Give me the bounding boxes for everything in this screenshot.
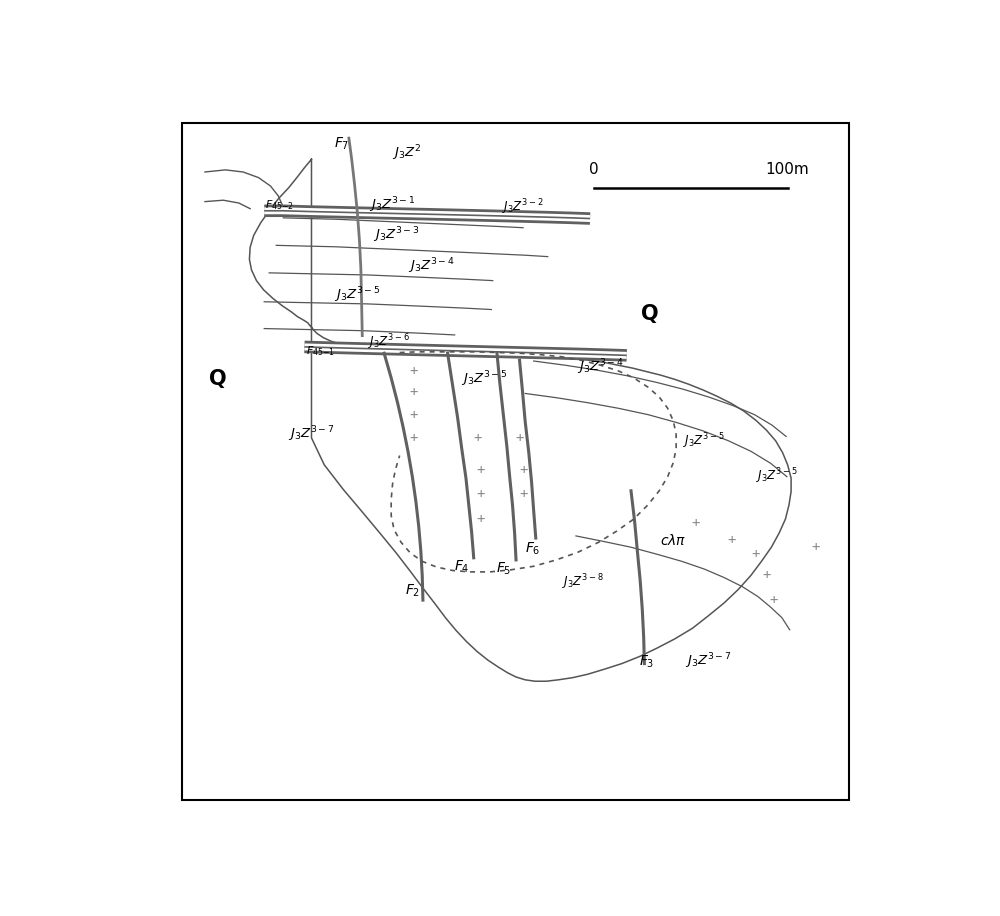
Text: 0: 0 (589, 162, 598, 177)
Text: +: + (515, 431, 524, 445)
Text: Q: Q (209, 369, 226, 389)
Text: Q: Q (641, 304, 659, 324)
Text: +: + (692, 516, 700, 529)
Text: $c\lambda\pi$: $c\lambda\pi$ (660, 533, 686, 548)
Text: $J_3Z^{3-5}$: $J_3Z^{3-5}$ (756, 467, 798, 486)
Text: +: + (477, 487, 485, 501)
Text: $J_3Z^{3-3}$: $J_3Z^{3-3}$ (373, 225, 419, 245)
Text: $J_3Z^{3-6}$: $J_3Z^{3-6}$ (368, 333, 410, 353)
Text: $J_3Z^{3-5}$: $J_3Z^{3-5}$ (334, 285, 381, 304)
Text: $J_3Z^2$: $J_3Z^2$ (392, 144, 421, 163)
Text: $F_{45\mathsf{-}1}$: $F_{45\mathsf{-}1}$ (306, 344, 335, 358)
Text: +: + (410, 364, 418, 378)
Text: +: + (410, 431, 418, 445)
Text: +: + (769, 594, 778, 607)
Text: $F_2$: $F_2$ (405, 583, 420, 599)
Text: $J_3Z^{3-8}$: $J_3Z^{3-8}$ (562, 572, 604, 593)
Text: +: + (752, 547, 760, 562)
Text: +: + (477, 463, 485, 476)
Text: +: + (812, 540, 820, 554)
Text: +: + (519, 487, 527, 501)
Text: $F_6$: $F_6$ (525, 540, 540, 557)
Text: 100m: 100m (766, 162, 809, 177)
Text: +: + (410, 385, 418, 399)
Text: $F_{45\mathsf{-}2}$: $F_{45\mathsf{-}2}$ (265, 198, 294, 212)
Text: $J_3Z^{3-7}$: $J_3Z^{3-7}$ (685, 651, 732, 671)
Text: $F_3$: $F_3$ (639, 653, 654, 670)
Text: +: + (519, 463, 527, 476)
Text: $F_7$: $F_7$ (334, 136, 349, 152)
Text: $J_3Z^{3-5}$: $J_3Z^{3-5}$ (683, 431, 725, 452)
Text: $F_4$: $F_4$ (454, 559, 469, 575)
Text: $J_3Z^{3-4}$: $J_3Z^{3-4}$ (577, 357, 624, 377)
Text: $F_5$: $F_5$ (496, 561, 512, 576)
Text: $J_3Z^{3-7}$: $J_3Z^{3-7}$ (288, 425, 335, 444)
Text: $J_3Z^{3-4}$: $J_3Z^{3-4}$ (408, 256, 455, 277)
Text: +: + (762, 569, 771, 583)
Text: $J_3Z^{3-5}$: $J_3Z^{3-5}$ (461, 369, 508, 389)
Text: +: + (477, 512, 485, 526)
Text: $J_3Z^{3-2}$: $J_3Z^{3-2}$ (502, 198, 544, 217)
Text: +: + (410, 408, 418, 421)
Text: +: + (473, 431, 481, 445)
Text: $J_3Z^{3-1}$: $J_3Z^{3-1}$ (369, 195, 416, 215)
Text: +: + (727, 533, 735, 547)
